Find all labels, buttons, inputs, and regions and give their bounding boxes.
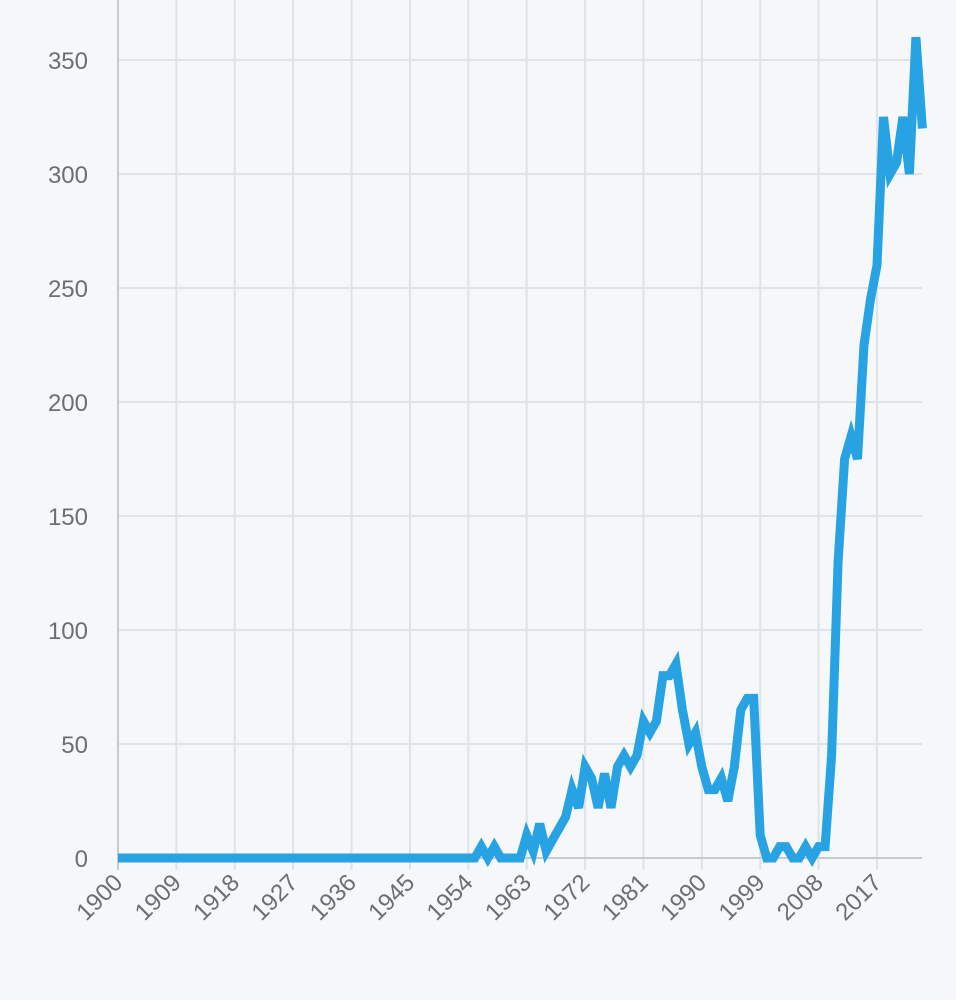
grid [118,0,922,870]
x-tick-label: 1999 [714,869,771,926]
x-tick-label: 1909 [130,869,187,926]
y-tick-label: 300 [48,162,88,189]
series-line [118,36,927,868]
x-axis-tick-labels: 1900 1909 1918 1927 1936 1945 1954 1963 1972 1981… [71,869,887,926]
x-tick-label: 1954 [422,869,479,926]
x-tick-label: 1927 [247,869,304,926]
x-tick-label: 1900 [71,869,128,926]
x-tick-label: 1990 [655,869,712,926]
y-tick-label: 250 [48,276,88,303]
y-tick-label: 350 [48,48,88,75]
y-tick-label: 200 [48,390,88,417]
y-tick-label: 100 [48,618,88,645]
y-tick-label: 50 [61,732,88,759]
y-tick-label: 0 [75,846,88,873]
x-tick-label: 1963 [480,869,537,926]
x-tick-label: 2008 [772,869,829,926]
x-tick-label: 1918 [188,869,245,926]
x-tick-label: 1981 [597,869,654,926]
y-tick-label: 150 [48,504,88,531]
x-tick-label: 1945 [363,869,420,926]
y-axis-tick-labels: 0 50 100 150 200 250 300 350 [48,48,88,873]
x-tick-label: 1936 [305,869,362,926]
x-tick-label: 1972 [538,869,595,926]
axes [117,0,922,870]
x-tick-label: 2017 [830,869,887,926]
